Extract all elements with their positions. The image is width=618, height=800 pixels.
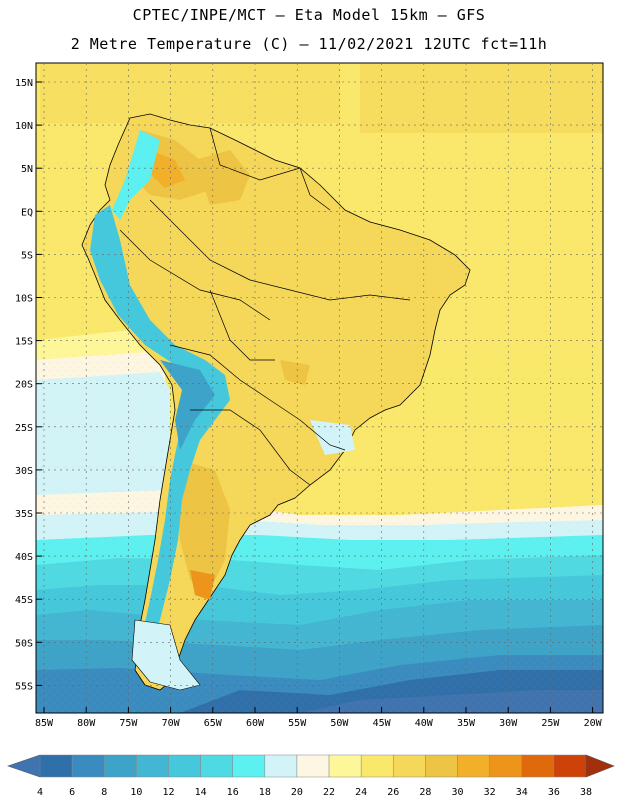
colorbar-swatch	[296, 754, 330, 778]
lat-label: 5S	[21, 250, 33, 261]
colorbar-swatch	[328, 754, 362, 778]
colorbar-label: 18	[259, 787, 271, 798]
latitude-labels: 15N 10N 5N EQ 5S 10S 15S 20S 25S 30S 35S 40S 45S 50S 5…	[15, 78, 42, 692]
lat-label: 20S	[15, 380, 33, 391]
colorbar-label: 6	[69, 787, 75, 798]
colorbar-swatch	[489, 754, 523, 778]
lat-label: 5N	[21, 164, 33, 175]
colorbar-label: 20	[291, 787, 303, 798]
colorbar-label: 16	[227, 787, 239, 798]
colorbar-label: 10	[130, 787, 142, 798]
lon-label: 85W	[35, 718, 54, 729]
colorbar-label: 24	[355, 787, 367, 798]
colorbar-label: 14	[195, 787, 207, 798]
colorbar-swatch	[168, 754, 201, 778]
graticule	[36, 63, 603, 713]
lat-label: 25S	[15, 423, 33, 434]
colorbar-swatch	[425, 754, 458, 778]
lon-label: 80W	[77, 718, 96, 729]
colorbar-swatch	[553, 754, 587, 778]
lon-label: 55W	[288, 718, 307, 729]
colorbar-swatch	[393, 754, 426, 778]
lon-label: 50W	[330, 718, 349, 729]
lon-label: 60W	[246, 718, 265, 729]
colorbar-swatch	[200, 754, 233, 778]
map-title: CPTEC/INPE/MCT – Eta Model 15km – GFS	[132, 6, 486, 24]
colorbar-swatch	[39, 754, 73, 778]
lat-label: 15S	[15, 337, 33, 348]
colorbar-swatch	[457, 754, 490, 778]
lat-label: 50S	[15, 638, 33, 649]
lat-label: 45S	[15, 595, 33, 606]
colorbar-swatch	[521, 754, 555, 778]
lon-label: 20W	[584, 718, 603, 729]
lat-label: EQ	[21, 207, 33, 218]
colorbar-label: 34	[516, 787, 528, 798]
colorbar-label: 32	[484, 787, 496, 798]
colorbar-label: 22	[323, 787, 335, 798]
lat-label: 30S	[15, 466, 33, 477]
colorbar-label: 28	[419, 787, 431, 798]
colorbar-min-arrow	[7, 754, 41, 778]
colorbar-swatch	[103, 754, 137, 778]
lon-label: 65W	[204, 718, 223, 729]
colorbar-label: 30	[452, 787, 464, 798]
lat-label: 35S	[15, 509, 33, 520]
colorbar-label: 38	[580, 787, 592, 798]
colorbar-label: 36	[548, 787, 560, 798]
colorbar-swatch	[360, 754, 394, 778]
lat-label: 40S	[15, 552, 33, 563]
colorbar-swatch	[136, 754, 169, 778]
colorbar-label: 4	[37, 787, 43, 798]
lat-label: 10S	[15, 294, 33, 305]
lon-label: 35W	[457, 718, 476, 729]
lon-label: 30W	[499, 718, 518, 729]
longitude-labels: 85W 80W 75W 70W 65W 60W 55W 50W 45W 40W 35W 30W 25W 2…	[35, 707, 603, 729]
colorbar-max-arrow	[585, 754, 615, 778]
lat-label: 15N	[15, 78, 33, 89]
colorbar	[7, 754, 615, 778]
country-borders	[119, 127, 411, 486]
map-subtitle: 2 Metre Temperature (C) – 11/02/2021 12U…	[70, 35, 548, 53]
colorbar-swatch	[71, 754, 105, 778]
lon-label: 45W	[373, 718, 392, 729]
map-frame	[35, 62, 604, 714]
colorbar-swatch	[232, 754, 266, 778]
lon-label: 25W	[541, 718, 560, 729]
colorbar-labels: 4 6 8 10 12 14 16 18 20 22 24 26 28 30 32 34 36 38	[37, 787, 592, 798]
colorbar-label: 26	[387, 787, 399, 798]
lon-label: 40W	[415, 718, 434, 729]
colorbar-label: 12	[162, 787, 174, 798]
lat-label: 55S	[15, 681, 33, 692]
lon-label: 75W	[119, 718, 138, 729]
lon-label: 70W	[162, 718, 181, 729]
colorbar-label: 8	[101, 787, 107, 798]
colorbar-swatch	[264, 754, 298, 778]
lat-label: 10N	[15, 121, 33, 132]
